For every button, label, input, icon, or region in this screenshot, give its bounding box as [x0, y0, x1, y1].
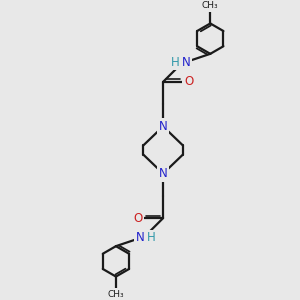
Text: O: O: [184, 75, 193, 88]
Text: N: N: [136, 231, 144, 244]
Text: O: O: [133, 212, 142, 225]
Text: N: N: [159, 120, 167, 133]
Text: N: N: [159, 167, 167, 180]
Text: CH₃: CH₃: [108, 290, 124, 298]
Text: CH₃: CH₃: [202, 2, 219, 10]
Text: H: H: [170, 56, 179, 69]
Text: N: N: [182, 56, 190, 69]
Text: H: H: [147, 231, 156, 244]
